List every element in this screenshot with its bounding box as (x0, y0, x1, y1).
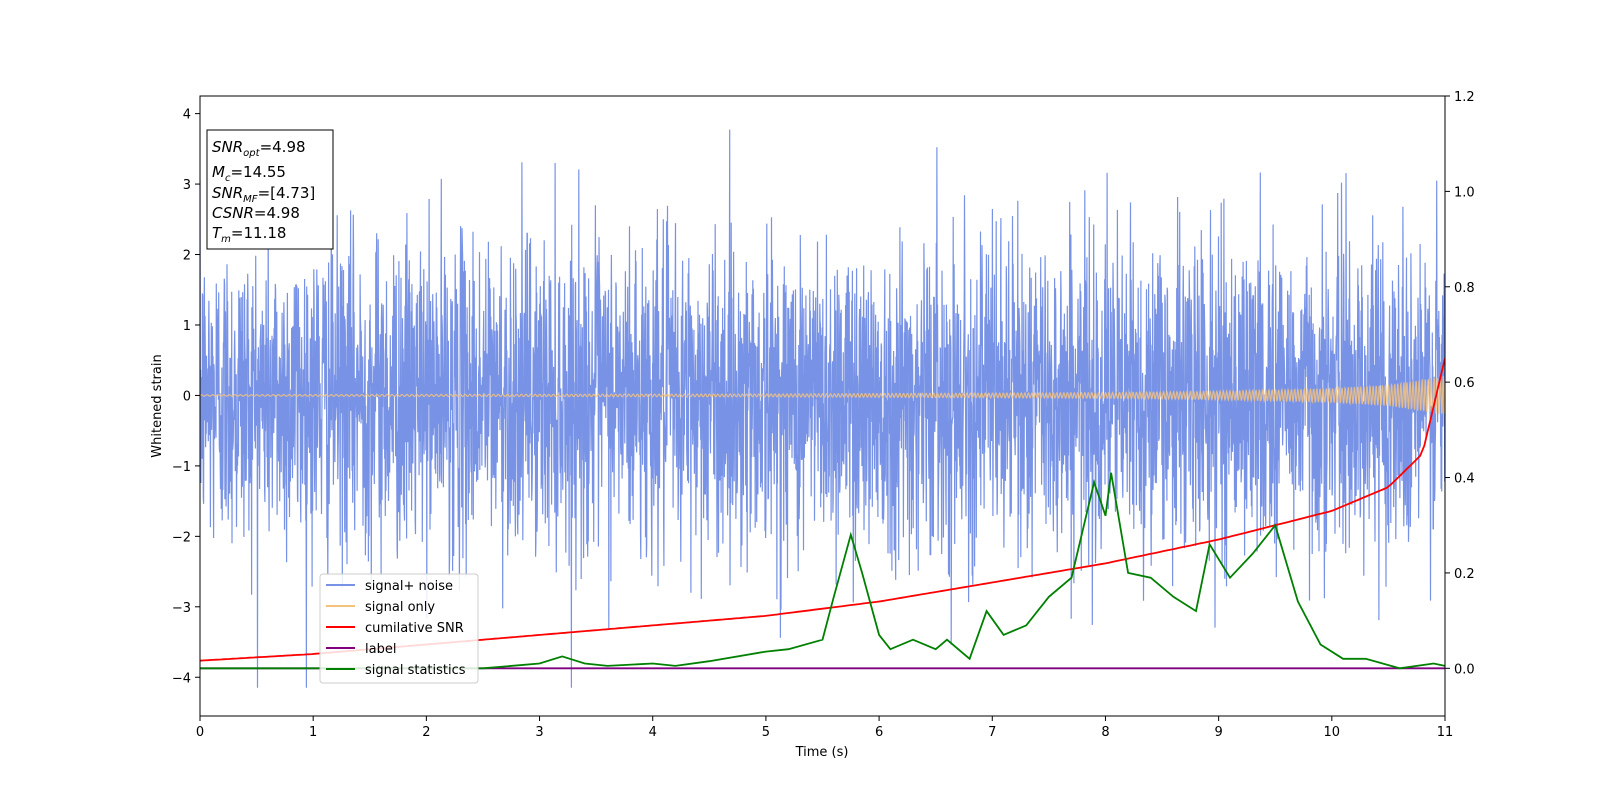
legend-entry: label (365, 642, 396, 657)
y2-tick-label: 0.0 (1454, 662, 1475, 677)
x-tick-label: 9 (1214, 725, 1222, 740)
plot-frame (199, 95, 1446, 717)
annotation-line: SNRMF=[4.73] (212, 184, 315, 205)
y-tick-label: −4 (172, 671, 191, 686)
annotation-box: SNRopt=4.98 Mc=14.55SNRMF=[4.73]CSNR=4.98… (206, 129, 334, 250)
x-tick-label: 7 (988, 725, 996, 740)
series-signal-statistics (200, 472, 1445, 670)
legend-entry: cumilative SNR (365, 621, 464, 636)
y-tick-label: −1 (172, 460, 191, 475)
y2-tick-label: 1.0 (1454, 185, 1475, 200)
y2-tick-label: 0.2 (1454, 567, 1475, 582)
y2-tick-label: 1.2 (1454, 90, 1475, 105)
annotation-line: Mc=14.55 (212, 163, 286, 184)
legend-entry: signal statistics (365, 663, 466, 678)
x-axis-label: Time (s) (795, 745, 849, 760)
x-tick-label: 2 (422, 725, 430, 740)
x-tick-label: 1 (309, 725, 317, 740)
y-tick-label: −2 (172, 530, 191, 545)
annotation-frame (206, 129, 334, 250)
x-tick-label: 11 (1437, 725, 1454, 740)
axis-ticks: 0 1 2 3 4 5 6 7 8 9 10 11 −4 −3 −2 −1 0 1 2 3 4 0.0 0.2 0.4 0.6 0… (172, 90, 1475, 740)
x-tick-label: 8 (1101, 725, 1109, 740)
x-tick-label: 5 (762, 725, 770, 740)
legend-frame (319, 573, 479, 684)
x-tick-label: 0 (196, 725, 204, 740)
y-tick-label: 3 (183, 178, 191, 193)
x-tick-label: 4 (649, 725, 657, 740)
legend-entry: signal only (365, 600, 435, 615)
y-tick-label: −3 (172, 601, 191, 616)
annotation-line: CSNR=4.98 (212, 204, 300, 222)
x-tick-label: 6 (875, 725, 883, 740)
legend: signal+ noise signal only cumilative SNR la… (319, 573, 479, 684)
y-tick-label: 0 (183, 389, 191, 404)
series-signal-only (200, 375, 1445, 415)
y-tick-label: 2 (183, 249, 191, 264)
y-tick-label: 4 (183, 108, 191, 123)
annotation-line: Tm=11.18 (212, 224, 286, 245)
legend-entry: signal+ noise (365, 579, 453, 594)
annotation-line: SNRopt=4.98 (212, 138, 306, 159)
y-axis-label: Whitened strain (150, 354, 165, 457)
y2-tick-label: 0.6 (1454, 376, 1475, 391)
y-tick-label: 1 (183, 319, 191, 334)
x-tick-label: 3 (535, 725, 543, 740)
y2-tick-label: 0.8 (1454, 281, 1475, 296)
y2-tick-label: 0.4 (1454, 472, 1475, 487)
x-tick-label: 10 (1324, 725, 1341, 740)
